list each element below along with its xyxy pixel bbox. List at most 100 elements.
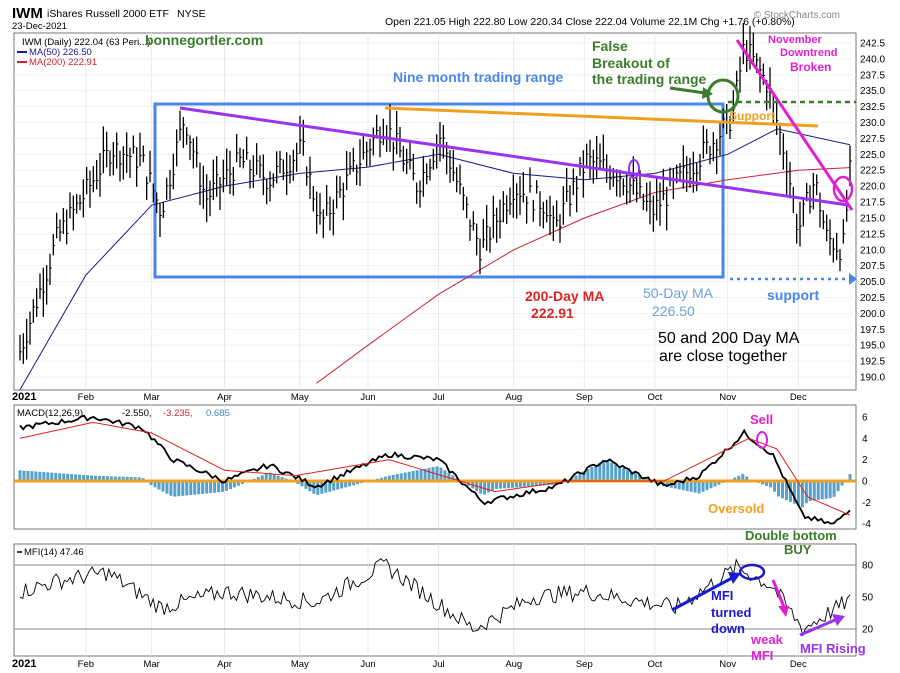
month-label: May xyxy=(291,659,309,670)
mfi-turned-arrowhead xyxy=(728,572,741,584)
oversold-annotation: Oversold xyxy=(708,501,764,516)
price-bar xyxy=(829,219,832,256)
macd-hist-bar xyxy=(399,473,403,481)
price-tick-label: 242.5 xyxy=(860,39,885,50)
macd-hist-bar xyxy=(256,477,260,481)
november-line3: Broken xyxy=(790,60,831,74)
macd-hist-bar xyxy=(761,481,765,485)
price-bar xyxy=(49,253,52,286)
price-bar xyxy=(702,125,706,159)
price-tick-label: 217.5 xyxy=(860,198,885,209)
price-bar xyxy=(186,127,189,145)
macd-hist-bar xyxy=(228,481,232,490)
macd-hist-bar xyxy=(356,481,360,485)
macd-hist-bar xyxy=(824,481,828,499)
month-label: 2021 xyxy=(12,391,36,403)
macd-hist-bar xyxy=(840,481,844,486)
price-bar xyxy=(796,213,799,244)
month-label: Aug xyxy=(505,659,522,670)
price-bar xyxy=(282,159,286,181)
month-label: Jul xyxy=(432,392,444,403)
price-bar xyxy=(229,150,232,195)
price-bar xyxy=(69,192,72,219)
price-bar xyxy=(319,193,322,225)
macd-hist-bar xyxy=(280,477,284,481)
support-arrow-head xyxy=(849,273,857,285)
macd-histogram xyxy=(18,460,852,508)
price-bar xyxy=(406,148,409,175)
price-bar xyxy=(366,141,369,167)
price-bar xyxy=(199,162,202,206)
macd-hist-bar xyxy=(443,470,447,481)
price-bar xyxy=(332,199,336,236)
price-tick-label: 222.5 xyxy=(860,166,885,177)
mfi-series-line xyxy=(19,558,851,637)
price-bar xyxy=(316,191,319,234)
price-tick-label: 207.5 xyxy=(860,261,885,272)
price-bar xyxy=(602,134,606,169)
macd-hist-bar xyxy=(602,460,606,481)
sell-annotation: Sell xyxy=(750,412,773,427)
price-tick-label: 200.0 xyxy=(860,309,885,320)
month-label: Jul xyxy=(432,659,444,670)
price-bar xyxy=(306,166,309,186)
macd-hist-bar xyxy=(447,472,451,481)
price-tick-label: 240.0 xyxy=(860,54,885,65)
price-bar xyxy=(312,185,316,212)
price-bar xyxy=(352,147,356,172)
macd-hist-bar xyxy=(820,481,824,500)
price-bar xyxy=(509,187,512,215)
price-bar xyxy=(236,133,239,163)
macd-hist-bar xyxy=(340,481,344,489)
macd-hist-bar xyxy=(697,481,701,494)
price-bar xyxy=(516,183,519,219)
macd-hist-bar xyxy=(804,481,808,504)
price-bar xyxy=(802,197,806,227)
macd-hist-bar xyxy=(800,481,804,508)
ma50-line xyxy=(19,128,851,390)
price-bar xyxy=(586,143,589,168)
macd-hist-bar xyxy=(796,481,800,506)
price-bar xyxy=(416,182,419,204)
price-bar xyxy=(706,129,709,155)
price-bar xyxy=(499,199,502,239)
macd-hist-bar xyxy=(300,481,304,487)
macd-hist-bar xyxy=(705,481,709,491)
macd-hist-bar xyxy=(745,476,749,481)
macd-hist-bar xyxy=(137,477,141,481)
macd-line xyxy=(19,414,851,525)
ma200-annotation-2: 222.91 xyxy=(531,305,574,321)
price-bar xyxy=(109,150,112,177)
price-bar xyxy=(419,180,422,208)
price-bar xyxy=(379,126,382,158)
macd-hist-bar xyxy=(423,468,427,481)
macd-hist-bar xyxy=(236,481,240,486)
macd-hist-bar xyxy=(777,481,781,497)
trading-range-box xyxy=(153,102,725,279)
price-tick-label: 197.5 xyxy=(860,325,885,336)
brand-label: © StockCharts.com xyxy=(754,10,840,21)
price-bars xyxy=(19,23,852,364)
double-bottom-line2: BUY xyxy=(784,542,812,557)
price-tick-label: 230.0 xyxy=(860,118,885,129)
price-bar xyxy=(336,175,339,209)
month-label: Nov xyxy=(719,659,736,670)
price-bar xyxy=(346,151,349,191)
price-bar xyxy=(209,180,212,217)
price-bar xyxy=(19,334,22,361)
macd-hist-bar xyxy=(427,467,431,481)
mfi-tick-label: 80 xyxy=(862,561,874,572)
price-bar xyxy=(476,223,479,256)
macd-hist-bar xyxy=(89,475,93,481)
price-bar xyxy=(472,211,476,231)
macd-hist-bar xyxy=(348,481,352,487)
macd-hist-bar xyxy=(344,481,348,488)
macd-hist-bar xyxy=(109,476,113,481)
price-bar xyxy=(152,183,156,203)
price-tick-label: 227.5 xyxy=(860,134,885,145)
price-bar xyxy=(342,182,346,221)
november-downtrend-line xyxy=(735,39,854,211)
macd-hist-bar xyxy=(534,481,538,487)
price-bar xyxy=(679,163,682,181)
